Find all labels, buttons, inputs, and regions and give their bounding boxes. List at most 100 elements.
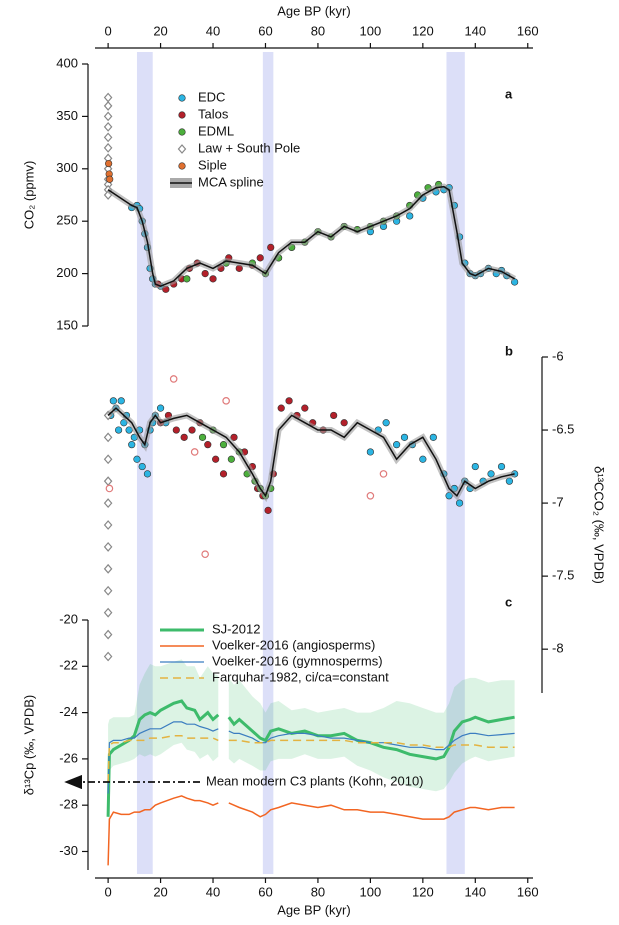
data-point — [212, 455, 220, 463]
data-point — [393, 441, 401, 449]
data-point — [103, 651, 113, 662]
data-point — [115, 426, 123, 434]
data-point — [128, 441, 136, 449]
x-tick-label: 60 — [258, 23, 272, 38]
legend-label: Law + South Pole — [198, 140, 300, 155]
x-axis-label: Age BP (kyr) — [277, 3, 350, 18]
x-tick-label: 40 — [206, 884, 220, 899]
data-point — [103, 563, 113, 574]
x-tick-label: 0 — [104, 23, 111, 38]
legend-label: MCA spline — [198, 174, 264, 189]
data-point — [330, 411, 338, 420]
series-line — [107, 795, 515, 866]
data-point — [103, 585, 113, 596]
data-point — [105, 159, 113, 168]
data-point — [204, 441, 212, 449]
y-tick-label: -6.5 — [552, 421, 574, 436]
legend-label: EDC — [198, 89, 225, 104]
data-point — [117, 397, 125, 405]
data-point — [183, 275, 191, 283]
y-tick-label: -24 — [59, 704, 78, 719]
data-point — [103, 498, 113, 508]
panel-label: a — [505, 86, 513, 101]
data-point — [103, 101, 113, 111]
data-point — [105, 484, 114, 493]
data-point — [471, 462, 479, 471]
x-tick-label: 60 — [258, 884, 272, 899]
x-tick-label: 80 — [311, 23, 325, 38]
y-tick-label: 350 — [56, 108, 78, 123]
legend-label: Farquhar-1982, ci/ca=constant — [212, 669, 389, 684]
data-point — [340, 419, 348, 427]
legend-label: Talos — [198, 106, 229, 121]
data-point — [285, 397, 293, 405]
data-point — [103, 432, 113, 443]
x-tick-label: 100 — [360, 884, 382, 899]
spline — [107, 407, 515, 498]
spline — [107, 185, 515, 288]
y-tick-label: -30 — [59, 843, 78, 858]
data-point — [505, 477, 513, 485]
legend-label: Voelker-2016 (angiosperms) — [212, 637, 375, 652]
data-point — [201, 550, 209, 559]
x-tick-label: 40 — [206, 23, 220, 38]
y-tick-label: -6 — [552, 348, 564, 363]
data-point — [201, 270, 209, 278]
data-point — [400, 433, 409, 441]
data-point — [366, 448, 374, 456]
y-tick-label: -7 — [552, 495, 564, 510]
data-point — [156, 404, 165, 412]
legend-marker — [178, 111, 186, 119]
data-point — [406, 212, 414, 220]
x-tick-label: 160 — [517, 884, 539, 899]
data-point — [497, 462, 506, 471]
data-point — [103, 92, 113, 103]
data-point — [109, 397, 117, 405]
data-point — [379, 470, 388, 478]
data-point — [382, 419, 390, 427]
y-tick-label: -22 — [59, 658, 78, 673]
x-tick-label: 0 — [104, 884, 111, 899]
legend-label: SJ-2012 — [212, 621, 260, 636]
x-tick-label: 80 — [311, 884, 325, 899]
data-point — [103, 476, 113, 487]
legend-marker — [177, 144, 187, 154]
data-point — [230, 433, 238, 441]
y-axis-label: CO₂ (ppmv) — [21, 161, 36, 230]
data-point — [103, 111, 113, 122]
data-point — [103, 520, 113, 530]
legend-label: Voelker-2016 (gymnosperms) — [212, 653, 383, 668]
y-tick-label: -26 — [59, 750, 78, 765]
data-point — [429, 433, 437, 441]
y-axis-label: δ¹³CCO₂ (‰, VPDB) — [592, 466, 607, 584]
x-tick-label: 140 — [464, 23, 486, 38]
data-point — [180, 433, 188, 441]
data-point — [366, 491, 375, 500]
legend-label: Siple — [198, 157, 227, 172]
data-point — [103, 142, 113, 153]
legend-marker — [178, 94, 186, 102]
shaded-period — [262, 52, 274, 874]
data-point — [277, 404, 285, 412]
x-tick-label: 20 — [153, 23, 167, 38]
data-point — [227, 455, 235, 463]
data-point — [103, 454, 113, 465]
x-tick-label: 160 — [517, 23, 539, 38]
y-tick-label: 400 — [56, 55, 78, 70]
legend-marker — [178, 162, 186, 170]
legend-marker — [178, 128, 186, 136]
data-point — [222, 397, 230, 405]
data-point — [256, 254, 264, 262]
data-point — [103, 542, 113, 552]
y-tick-label: 250 — [56, 213, 78, 228]
data-point — [143, 470, 152, 478]
data-point — [198, 433, 207, 441]
uncertainty-band — [108, 659, 515, 829]
panel-label: c — [505, 594, 512, 609]
x-tick-label: 140 — [464, 884, 486, 899]
data-point — [219, 470, 228, 478]
x-tick-label: 100 — [360, 23, 382, 38]
data-point — [103, 629, 113, 640]
data-point — [209, 275, 217, 283]
